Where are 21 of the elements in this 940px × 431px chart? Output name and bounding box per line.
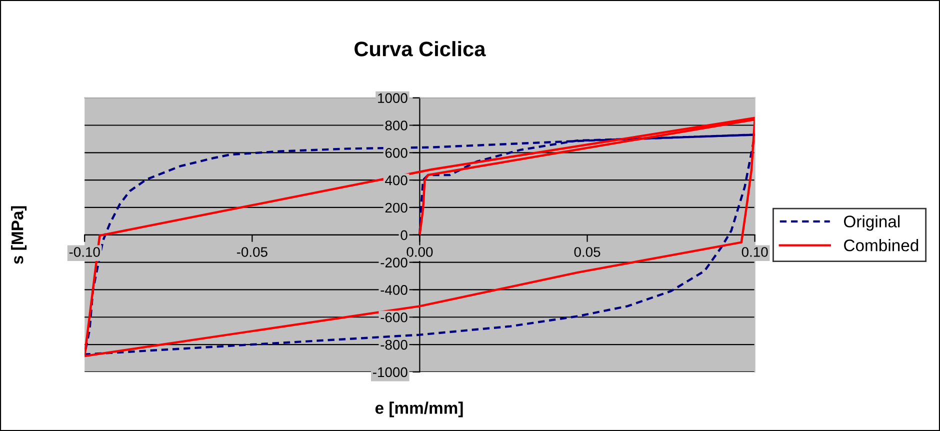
y-tick-label: 400: [385, 175, 408, 186]
x-axis-title: e [mm/mm]: [375, 402, 463, 418]
y-tick-label: -1000: [373, 367, 408, 378]
y-tick-label: -200: [380, 258, 408, 268]
y-tick-label: -800: [380, 340, 408, 350]
x-tick-label: -0.10: [69, 247, 100, 257]
y-tick-label: 200: [385, 202, 408, 213]
y-tick-label: -600: [380, 312, 408, 322]
y-tick-label: 1000: [378, 93, 408, 104]
y-tick-label: 800: [385, 120, 408, 130]
y-axis-title: s [MPa]: [11, 206, 27, 264]
legend-label: Original: [844, 215, 900, 231]
y-tick-label: 0: [400, 230, 408, 240]
y-tick-label: 600: [385, 148, 408, 158]
x-tick-label: -0.05: [236, 247, 268, 257]
chart-title: Curva Ciclica: [354, 41, 486, 56]
x-tick-label: 0.05: [574, 247, 600, 257]
x-tick-label: 0.10: [742, 247, 768, 257]
legend-label: Combined: [844, 239, 918, 252]
x-tick-label: 0.00: [406, 247, 433, 257]
y-tick-label: -400: [380, 285, 408, 295]
